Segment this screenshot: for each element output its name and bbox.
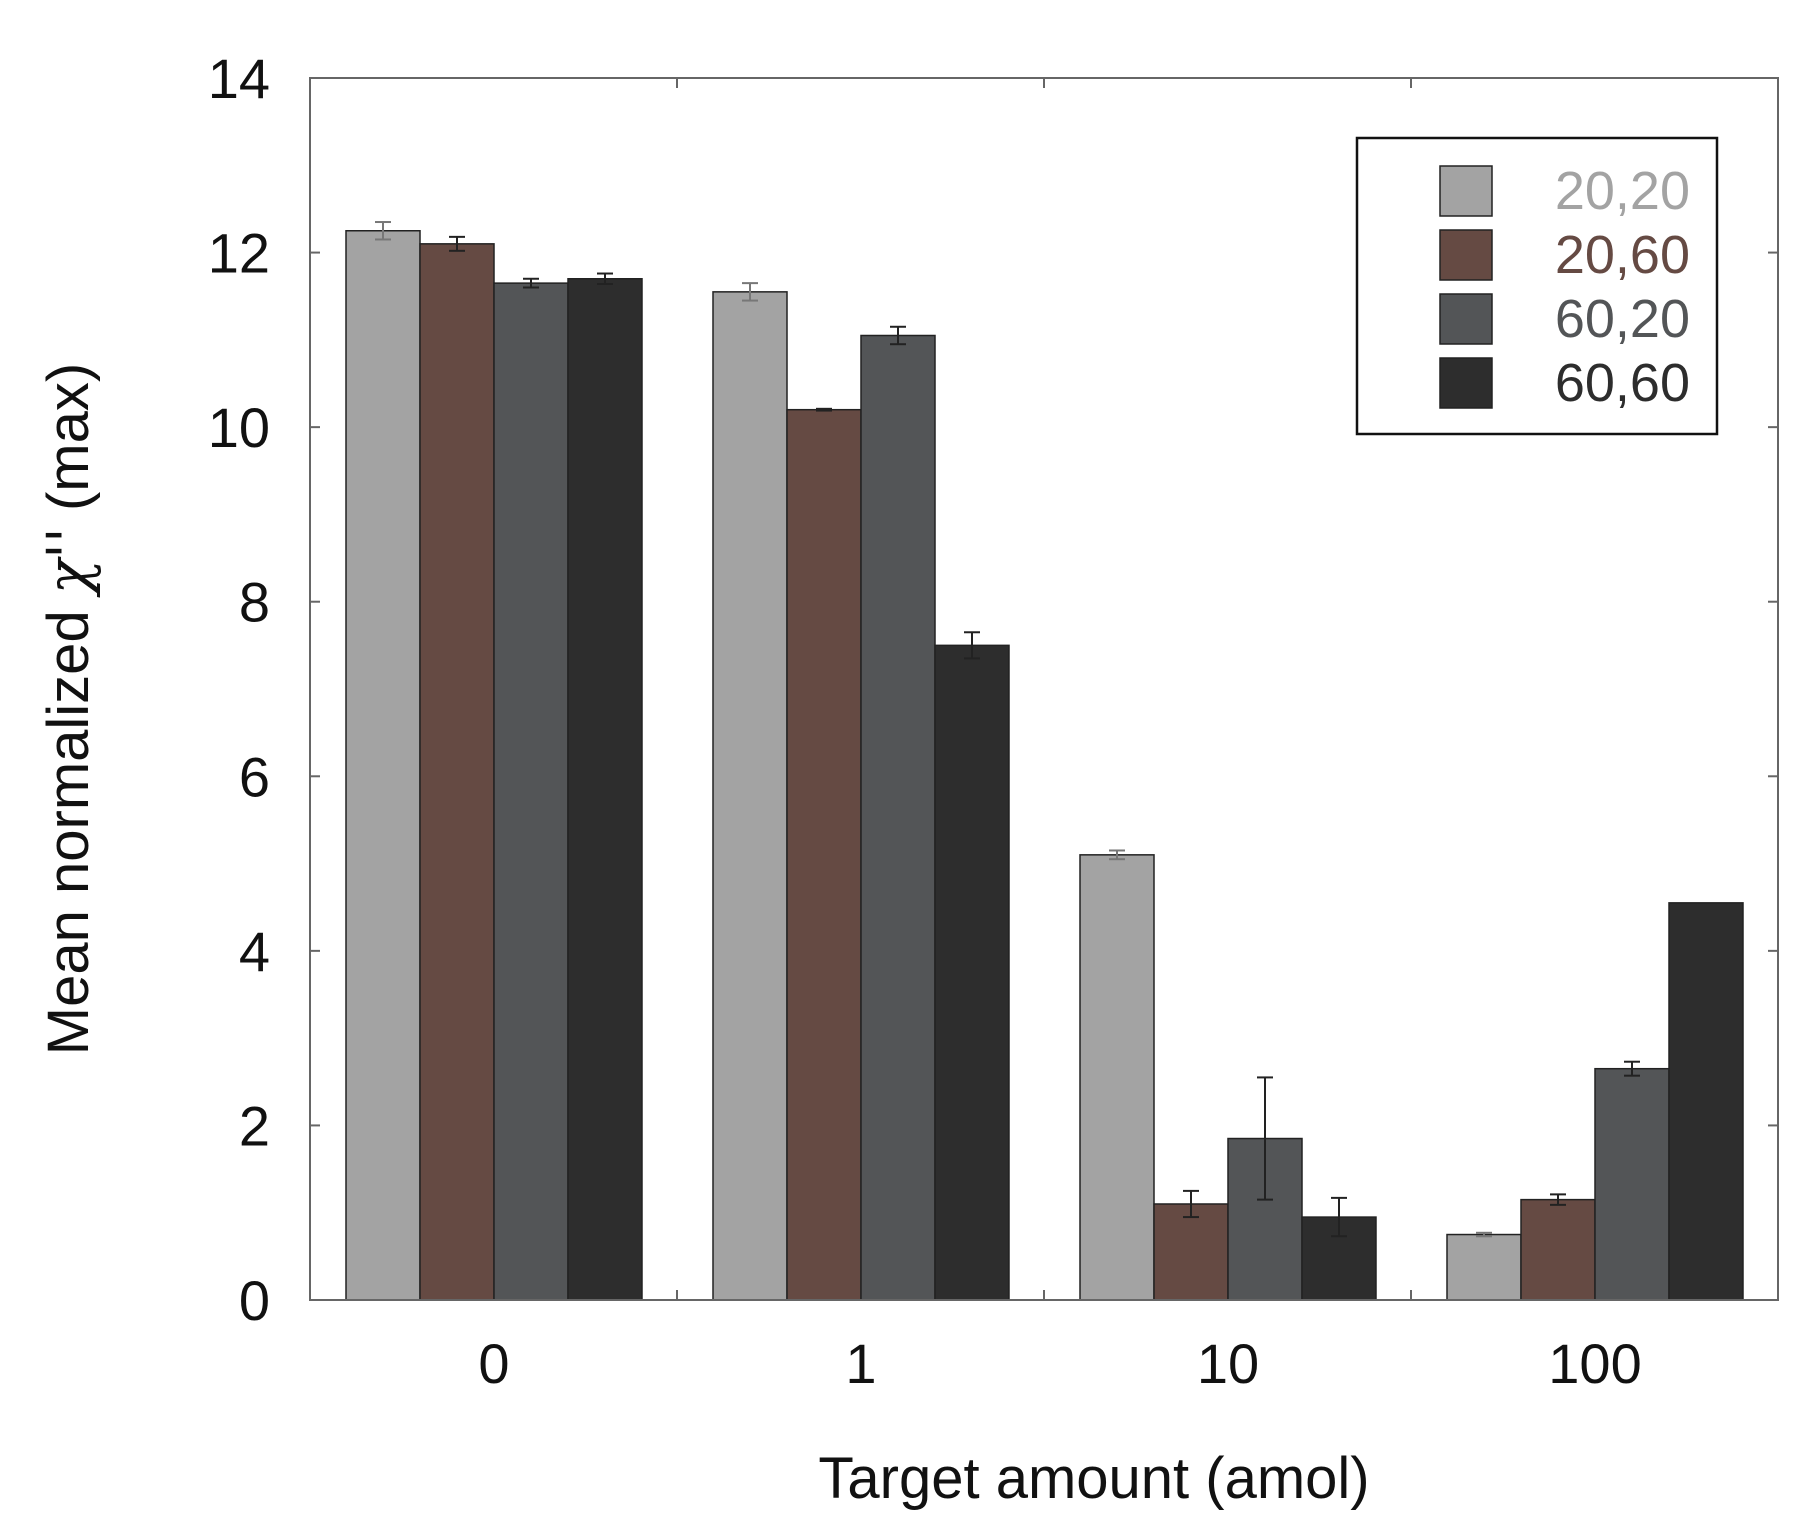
error-bar-60-60-cat-1 bbox=[964, 631, 980, 660]
y-tick-label-10: 10 bbox=[208, 396, 270, 459]
legend-swatch-60-20 bbox=[1439, 293, 1493, 345]
y-tick-label-12: 12 bbox=[208, 222, 270, 285]
ticks-layer bbox=[310, 77, 1778, 1301]
error-bar-20-20-cat-0 bbox=[375, 221, 391, 241]
legend-label-20-60: 20,60 bbox=[1555, 225, 1690, 285]
y-tick-label-0: 0 bbox=[239, 1269, 270, 1332]
bar-60-60-cat-100 bbox=[1668, 902, 1744, 1301]
error-bar-20-60-cat-1 bbox=[816, 407, 832, 412]
bars-layer bbox=[345, 230, 1744, 1301]
error-bar-60-60-cat-0 bbox=[597, 272, 613, 285]
bar-20-20-cat-1 bbox=[712, 291, 788, 1301]
bar-60-60-cat-1 bbox=[934, 644, 1010, 1301]
bar-60-60-cat-0 bbox=[567, 278, 643, 1301]
bar-20-20-cat-10 bbox=[1079, 854, 1155, 1301]
error-bar-60-20-cat-10 bbox=[1257, 1076, 1273, 1201]
y-axis-label-prefix: Mean normalized bbox=[36, 594, 101, 1055]
bar-20-20-cat-0 bbox=[345, 230, 421, 1301]
error-bar-20-20-cat-10 bbox=[1109, 849, 1125, 861]
error-bar-60-60-cat-10 bbox=[1331, 1196, 1347, 1238]
y-axis-label-suffix: (max) bbox=[36, 363, 101, 527]
y-axis-label: Mean normalized χ'' (max) bbox=[34, 363, 102, 1055]
legend-swatch-20-20 bbox=[1439, 165, 1493, 217]
x-tick-label-1: 1 bbox=[845, 1332, 876, 1395]
y-tick-label-2: 2 bbox=[239, 1094, 270, 1157]
legend-swatch-60-60 bbox=[1439, 357, 1493, 409]
error-bars-layer bbox=[375, 221, 1640, 1238]
legend-label-20-20: 20,20 bbox=[1555, 161, 1690, 221]
y-axis-label-symbol: χ'' bbox=[34, 527, 102, 598]
x-tick-label-10: 10 bbox=[1197, 1332, 1259, 1395]
bar-20-60-cat-100 bbox=[1520, 1198, 1596, 1301]
error-bar-20-60-cat-0 bbox=[449, 235, 465, 252]
bar-20-60-cat-10 bbox=[1153, 1203, 1229, 1301]
error-bar-20-60-cat-100 bbox=[1550, 1193, 1566, 1206]
error-bar-20-60-cat-10 bbox=[1183, 1189, 1199, 1219]
error-bar-20-20-cat-1 bbox=[742, 282, 758, 302]
x-tick-labels: 0 1 10 100 bbox=[478, 1332, 1641, 1395]
y-tick-label-4: 4 bbox=[239, 920, 270, 983]
x-axis-label: Target amount (amol) bbox=[818, 1446, 1369, 1511]
error-bar-60-20-cat-100 bbox=[1624, 1060, 1640, 1077]
legend-box bbox=[1355, 136, 1719, 436]
y-tick-label-8: 8 bbox=[239, 571, 270, 634]
bar-60-20-cat-0 bbox=[493, 282, 569, 1301]
error-bar-20-20-cat-100 bbox=[1476, 1231, 1492, 1238]
bar-20-60-cat-1 bbox=[786, 408, 862, 1301]
y-tick-label-6: 6 bbox=[239, 745, 270, 808]
x-tick-label-100: 100 bbox=[1548, 1332, 1641, 1395]
legend-label-60-60: 60,60 bbox=[1555, 353, 1690, 413]
legend-swatch-20-60 bbox=[1439, 229, 1493, 281]
y-tick-label-14: 14 bbox=[208, 47, 270, 110]
bar-20-60-cat-0 bbox=[419, 243, 495, 1301]
x-tick-label-0: 0 bbox=[478, 1332, 509, 1395]
bar-20-20-cat-100 bbox=[1446, 1233, 1522, 1301]
error-bar-60-20-cat-0 bbox=[523, 277, 539, 289]
y-tick-labels: 0 2 4 6 8 10 12 14 bbox=[208, 47, 270, 1332]
bar-60-20-cat-1 bbox=[860, 334, 936, 1301]
error-bar-60-20-cat-1 bbox=[890, 325, 906, 346]
legend-label-60-20: 60,20 bbox=[1555, 289, 1690, 349]
bar-60-20-cat-100 bbox=[1594, 1067, 1670, 1301]
